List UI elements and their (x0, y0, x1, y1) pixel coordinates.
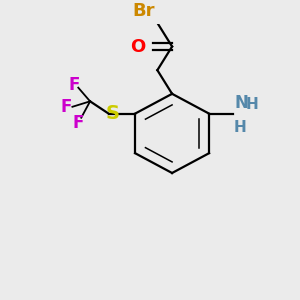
Text: F: F (73, 114, 84, 132)
Text: N: N (234, 94, 248, 112)
Text: H: H (246, 97, 259, 112)
Text: H: H (234, 120, 247, 135)
Text: F: F (68, 76, 80, 94)
Text: F: F (61, 98, 72, 116)
Text: O: O (130, 38, 146, 56)
Text: Br: Br (132, 2, 154, 20)
Text: S: S (106, 104, 120, 123)
